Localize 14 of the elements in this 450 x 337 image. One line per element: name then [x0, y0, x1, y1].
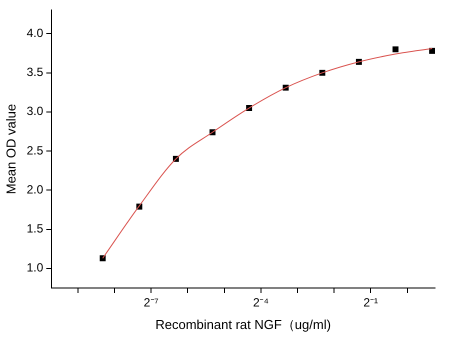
point: [392, 46, 398, 52]
x-axis-title: Recombinant rat NGF（ug/ml): [155, 316, 331, 332]
x-tick-label: 2⁻⁴: [252, 296, 269, 310]
point: [429, 48, 435, 54]
y-tick-label: 3.0: [26, 104, 44, 118]
y-tick-label: 2.0: [26, 182, 44, 196]
y-tick-label: 4.0: [26, 26, 44, 40]
y-axis-title: Mean OD value: [3, 104, 18, 194]
y-tick-label: 3.5: [26, 65, 44, 80]
y-tick-label: 1.0: [26, 260, 44, 275]
y-tick-label: 1.5: [26, 222, 44, 236]
y-tick-label: 2.5: [26, 143, 44, 158]
x-tick-label: 2⁻⁷: [144, 296, 159, 310]
x-tick-label: 2⁻¹: [363, 296, 378, 310]
